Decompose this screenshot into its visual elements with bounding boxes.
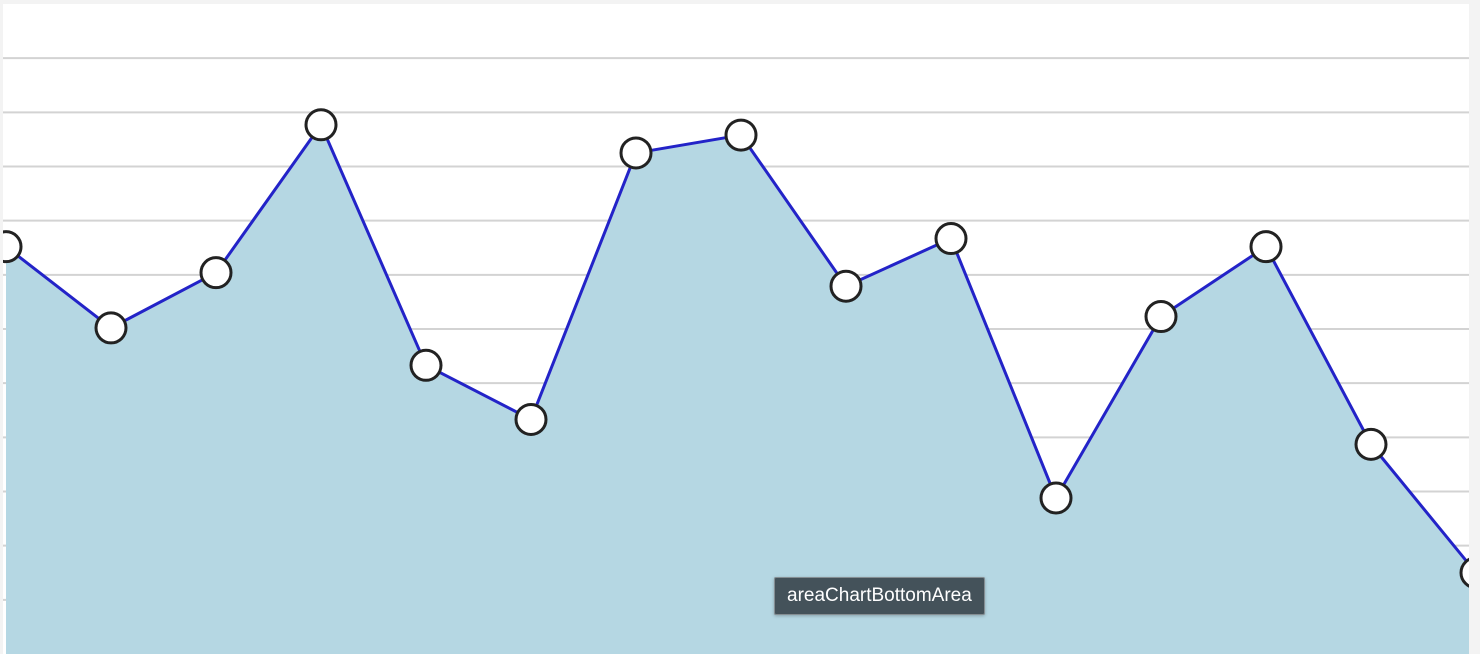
tooltip: areaChartBottomArea	[774, 577, 985, 615]
data-point	[1459, 557, 1469, 588]
data-point	[829, 269, 863, 303]
data-point	[3, 230, 23, 264]
data-point	[94, 311, 128, 345]
data-point	[724, 118, 758, 152]
data-point	[514, 402, 548, 436]
data-point	[199, 256, 233, 290]
data-point	[304, 108, 338, 142]
area-fill[interactable]	[6, 124, 1469, 654]
data-point	[409, 348, 443, 382]
area-chart	[3, 57, 1469, 654]
data-point	[1249, 230, 1283, 264]
data-point	[1144, 300, 1178, 334]
data-markers	[3, 108, 1469, 588]
area-layer[interactable]	[6, 124, 1469, 654]
data-point	[1039, 481, 1073, 515]
data-point	[619, 136, 653, 170]
chart-panel: areaChartBottomArea	[3, 4, 1469, 654]
data-point	[1354, 427, 1388, 461]
data-point	[934, 222, 968, 256]
